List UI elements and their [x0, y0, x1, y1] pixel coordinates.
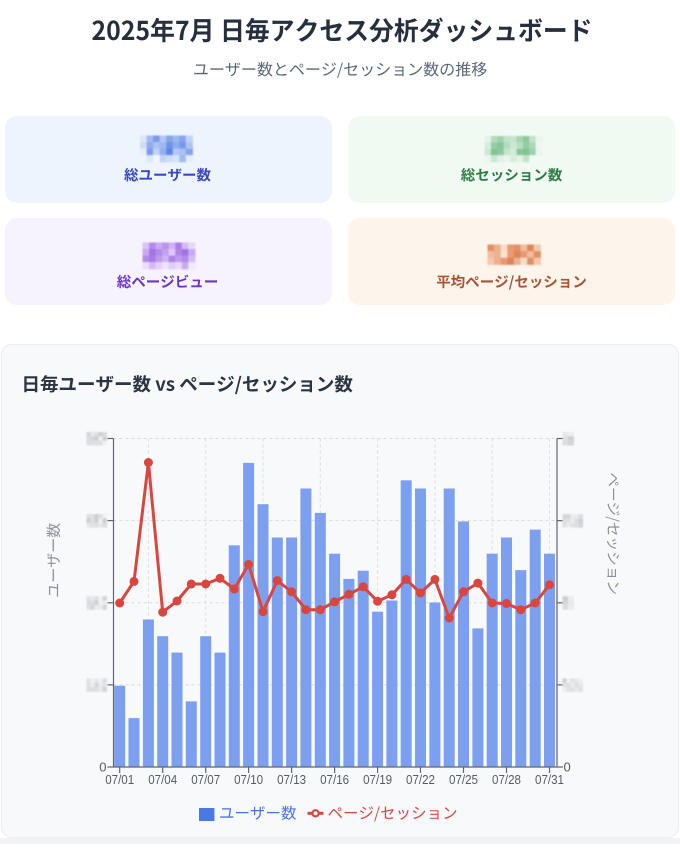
svg-text:07/01: 07/01	[105, 772, 134, 787]
svg-text:07/10: 07/10	[234, 772, 263, 787]
svg-text:07/31: 07/31	[535, 772, 564, 787]
svg-text:0: 0	[564, 760, 571, 775]
svg-text:07/07: 07/07	[191, 772, 220, 787]
svg-text:07/13: 07/13	[277, 772, 306, 787]
svg-text:07/19: 07/19	[363, 772, 392, 787]
svg-text:07/22: 07/22	[406, 772, 435, 787]
svg-text:07/04: 07/04	[148, 772, 177, 787]
svg-text:07/25: 07/25	[449, 772, 478, 787]
svg-text:07/16: 07/16	[320, 772, 349, 787]
svg-text:07/28: 07/28	[492, 772, 521, 787]
svg-text:0: 0	[99, 760, 106, 775]
